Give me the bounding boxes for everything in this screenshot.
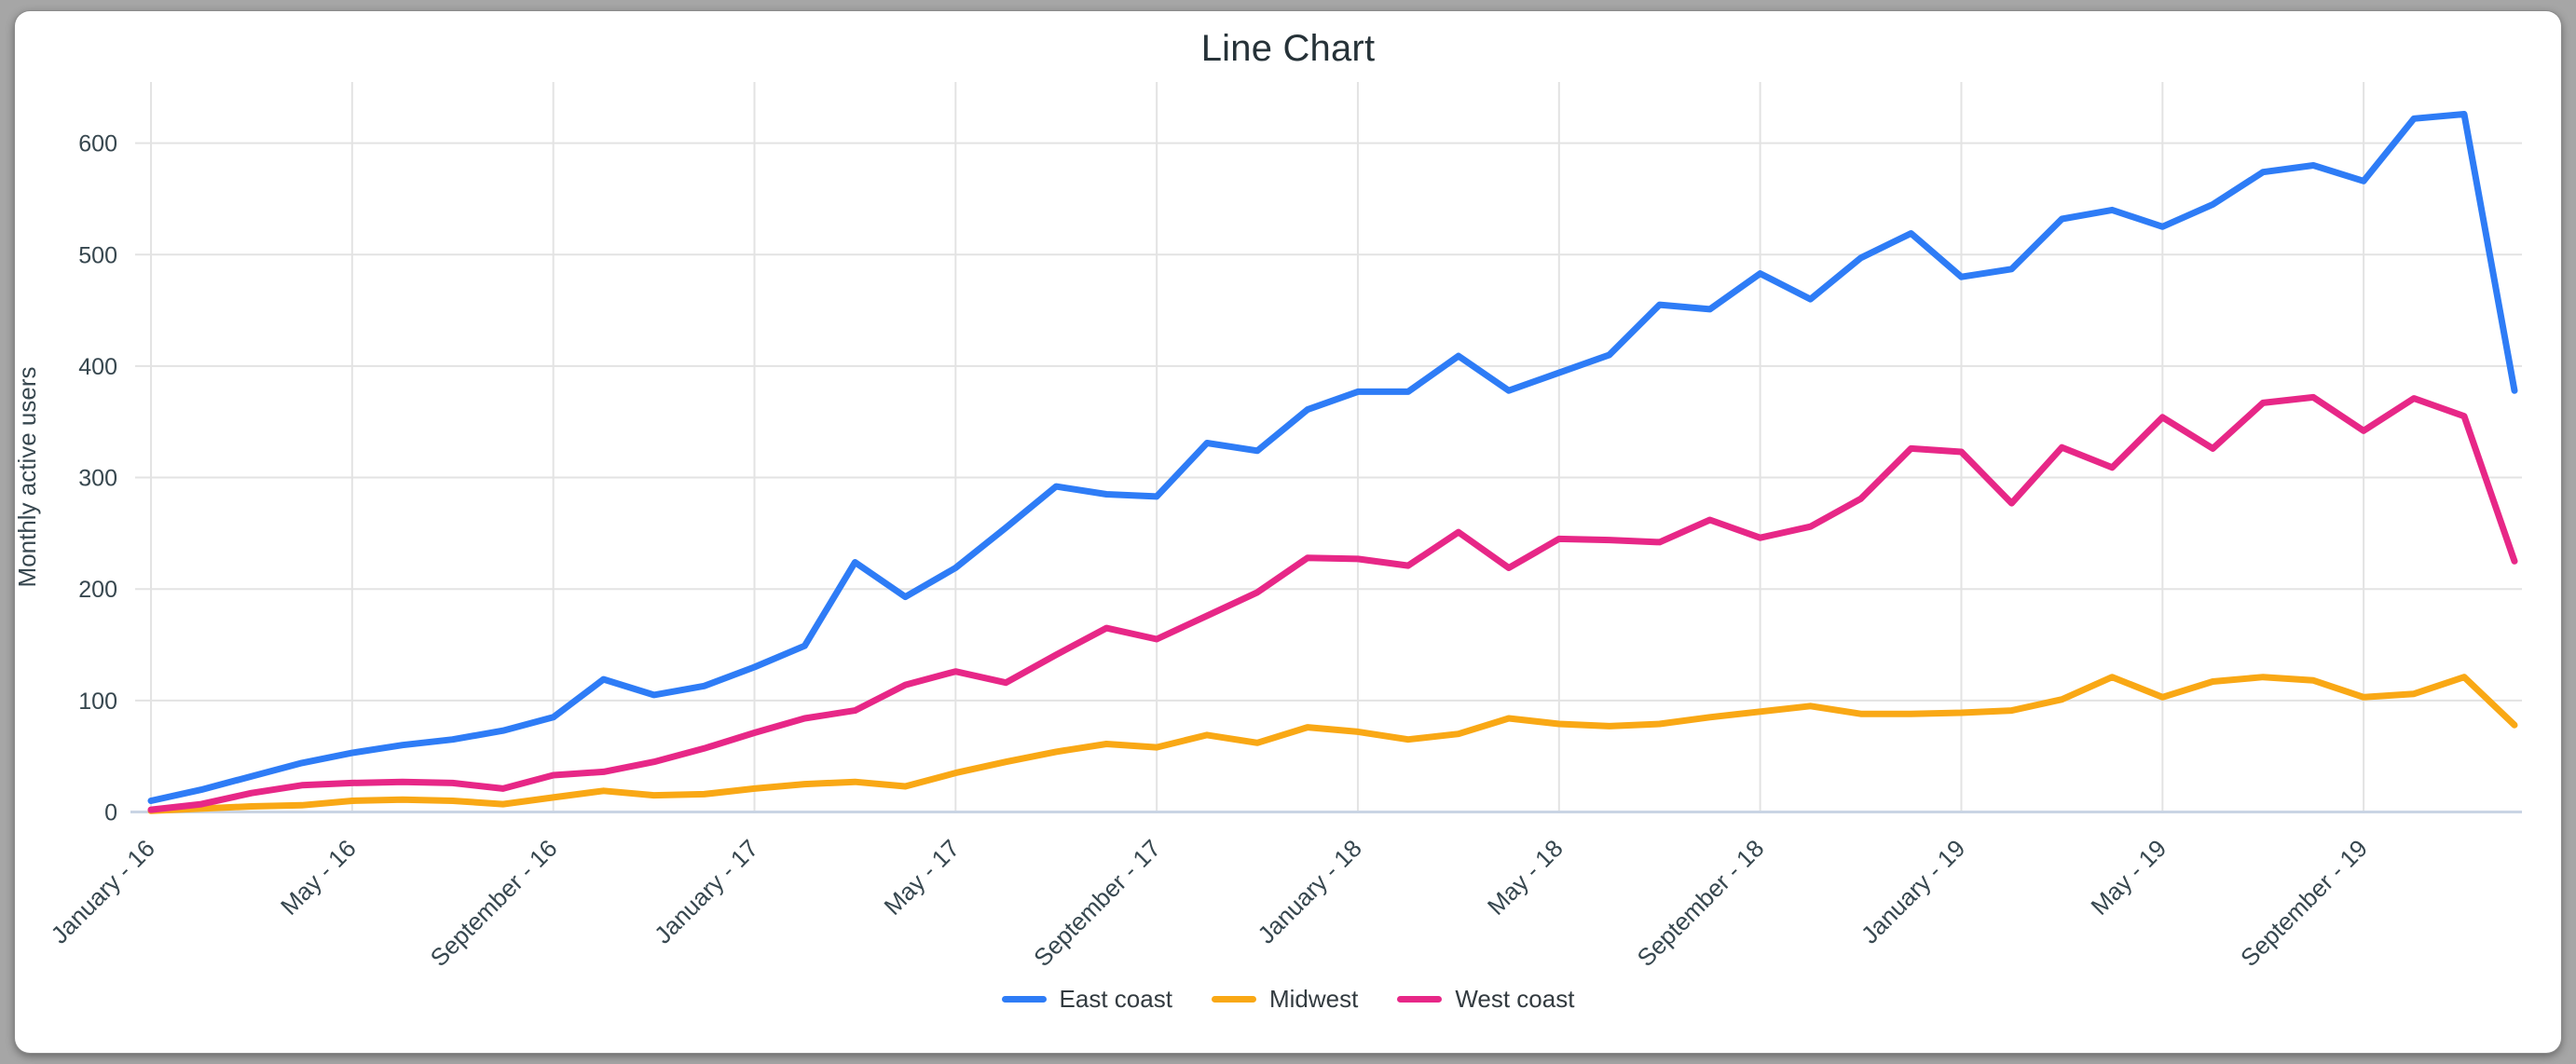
legend-swatch-east-coast	[1001, 995, 1047, 1003]
legend-label-midwest: Midwest	[1268, 984, 1359, 1013]
chart-title: Line Chart	[1200, 28, 1376, 69]
series-line-east-coast[interactable]	[147, 111, 2518, 804]
chart-legend: East coast Midwest West coast	[0, 976, 2576, 1021]
x-tick-label: September - 16	[425, 834, 563, 972]
y-tick-label: 100	[78, 689, 117, 715]
legend-label-west-coast: West coast	[1455, 984, 1575, 1013]
x-tick-label: September - 17	[1028, 834, 1166, 972]
chart-card	[15, 11, 2561, 1053]
legend-item-east-coast[interactable]: East coast	[1001, 984, 1172, 1014]
y-tick-label: 0	[104, 800, 117, 826]
x-tick-label: May - 18	[1482, 834, 1569, 921]
y-tick-label: 500	[78, 242, 117, 268]
legend-swatch-midwest	[1211, 995, 1256, 1003]
y-axis-title: Monthly active users	[13, 367, 41, 588]
legend-item-west-coast[interactable]: West coast	[1397, 985, 1574, 1014]
x-tick-label: September - 19	[2235, 834, 2373, 972]
x-tick-label: January - 19	[1856, 834, 1970, 948]
legend-item-midwest[interactable]: Midwest	[1211, 984, 1359, 1014]
x-tick-label: May - 16	[275, 834, 362, 921]
series-line-midwest[interactable]	[147, 674, 2518, 814]
y-tick-label: 600	[78, 131, 117, 157]
y-tick-label: 400	[78, 354, 117, 380]
series-line-west-coast[interactable]	[147, 393, 2518, 813]
y-tick-label: 300	[78, 466, 117, 492]
x-tick-label: May - 19	[2085, 834, 2172, 921]
legend-label-east-coast: East coast	[1059, 984, 1172, 1013]
x-tick-label: January - 16	[45, 834, 159, 948]
x-tick-label: May - 17	[878, 834, 965, 921]
x-tick-label: January - 18	[1252, 834, 1366, 948]
x-tick-label: January - 17	[649, 834, 763, 948]
legend-swatch-west-coast	[1397, 995, 1443, 1003]
y-tick-label: 200	[78, 577, 117, 603]
x-tick-label: September - 18	[1632, 834, 1770, 972]
